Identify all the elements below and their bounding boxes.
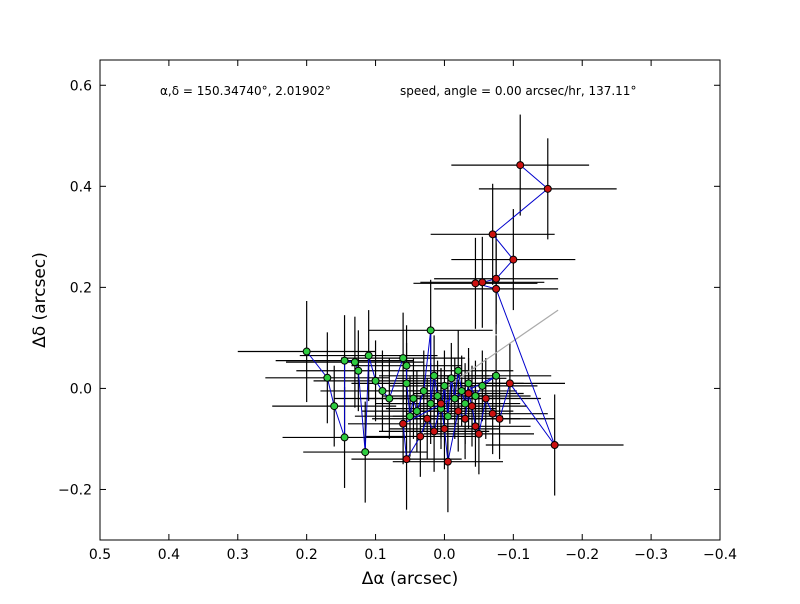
red-data-point (471, 422, 480, 431)
red-data-point (399, 419, 408, 428)
x-tick-label: −0.2 (565, 547, 599, 563)
red-data-point (474, 429, 483, 438)
direction-line (444, 309, 559, 389)
red-data-point (505, 379, 514, 388)
red-data-point (492, 284, 501, 293)
x-tick-label: 0.4 (158, 547, 180, 563)
green-data-point (302, 347, 311, 356)
x-tick-label: 0.5 (89, 547, 111, 563)
x-tick-label: 0.2 (296, 547, 318, 563)
green-data-point (443, 412, 452, 421)
green-data-point (419, 386, 428, 395)
red-data-point (481, 394, 490, 403)
y-tick-label: 0.2 (70, 280, 92, 296)
green-data-point (426, 399, 435, 408)
red-data-point (468, 402, 476, 411)
green-data-point (364, 351, 373, 360)
x-tick-label: −0.4 (703, 547, 737, 563)
red-data-point (478, 278, 487, 287)
x-tick-label: 0.0 (433, 547, 455, 563)
green-data-point (450, 394, 459, 403)
green-data-point (464, 379, 473, 388)
red-data-point (492, 274, 501, 283)
green-data-point (457, 386, 466, 395)
green-data-point (350, 358, 359, 367)
green-data-point (426, 326, 435, 335)
x-tick-label: 0.3 (227, 547, 249, 563)
y-tick-label: −0.2 (58, 482, 92, 498)
red-data-point (488, 409, 497, 418)
red-data-point (443, 457, 452, 466)
red-data-point (471, 279, 480, 288)
y-tick-label: 0.6 (70, 78, 92, 94)
green-data-point (433, 392, 442, 400)
red-data-point (423, 414, 432, 423)
green-data-point (471, 392, 480, 400)
green-data-point (402, 379, 411, 388)
green-data-point (354, 366, 363, 375)
green-data-point (340, 356, 349, 365)
annotation-left: α,δ = 150.34740°, 2.01902° (160, 84, 331, 98)
direction-line-group (444, 309, 559, 389)
red-data-point (430, 427, 439, 436)
y-axis-ticks: −0.2 0.0 0.2 0.4 0.6 (58, 78, 720, 498)
red-data-point (440, 424, 449, 433)
green-data-point (361, 448, 370, 457)
red-data-point (550, 441, 559, 450)
green-data-point (406, 412, 414, 421)
data-points (302, 161, 559, 466)
x-axis-ticks: 0.5 0.4 0.3 0.2 0.1 0.0 −0.1 −0.2 −0.3 −0.4 (89, 60, 737, 563)
green-data-point (330, 402, 339, 411)
green-data-point (402, 361, 411, 370)
plot-content (237, 114, 624, 513)
green-data-point (385, 394, 394, 403)
annotation-right: speed, angle = 0.00 arcsec/hr, 137.11° (400, 84, 636, 98)
green-data-point (323, 373, 332, 382)
red-data-point (402, 455, 411, 464)
red-data-point (516, 161, 525, 170)
green-data-point (399, 354, 408, 363)
red-data-point (461, 414, 470, 423)
green-data-point (378, 386, 387, 395)
x-axis-label: Δα (arcsec) (362, 569, 459, 589)
red-data-point (454, 407, 463, 416)
green-data-point (340, 433, 349, 442)
red-data-point (488, 230, 497, 239)
green-data-point (478, 381, 487, 390)
x-tick-label: 0.1 (364, 547, 386, 563)
green-data-point (440, 381, 449, 390)
green-data-point (409, 394, 418, 403)
y-tick-label: 0.0 (70, 381, 92, 397)
green-data-point (430, 371, 439, 380)
green-data-point (447, 374, 456, 383)
green-data-point (412, 407, 421, 416)
red-data-point (495, 414, 504, 423)
green-data-point (492, 371, 501, 380)
red-data-point (543, 184, 552, 193)
x-tick-label: −0.1 (496, 547, 530, 563)
green-data-point (461, 399, 470, 408)
red-data-point (416, 432, 425, 441)
x-tick-label: −0.3 (634, 547, 668, 563)
y-axis-label: Δδ (arcsec) (30, 252, 50, 348)
green-data-point (454, 366, 463, 375)
green-data-point (371, 376, 380, 385)
axes-frame (99, 59, 721, 541)
red-data-point (509, 255, 518, 264)
y-tick-label: 0.4 (70, 179, 92, 195)
red-data-point (437, 399, 445, 408)
red-data-point (464, 389, 473, 398)
